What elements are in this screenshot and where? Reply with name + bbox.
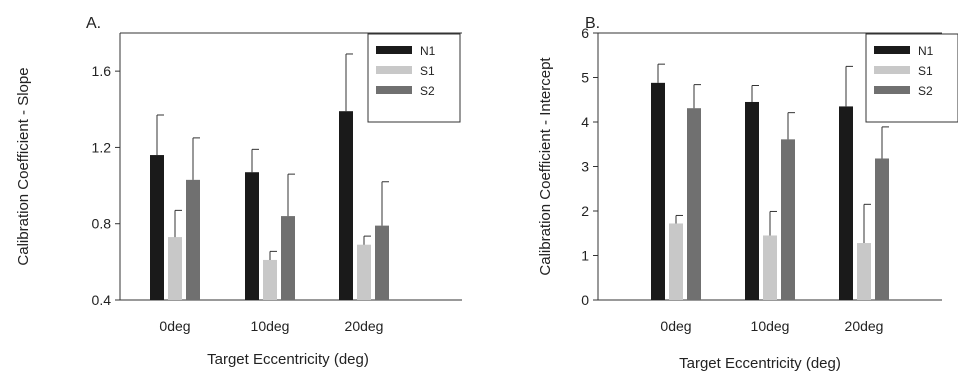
bar-s2 [875,158,889,300]
bar-s2 [186,179,200,300]
panel-label: A. [86,15,101,32]
bar-s2 [781,139,795,300]
bar-n1 [651,82,665,300]
bar-s1 [857,243,871,300]
bar-n1 [839,106,853,300]
legend-swatch-s1 [376,66,412,74]
legend-label: N1 [420,44,436,58]
bar-s1 [263,259,277,300]
bar-s1 [763,235,777,300]
legend-label: S1 [918,64,933,78]
y-tick-label: 5 [581,70,589,86]
x-tick-label: 0deg [159,318,190,334]
y-tick-label: 0.8 [92,216,112,232]
y-tick-label: 1.6 [92,63,112,79]
chart-panel-b: B. 0 1 2 3 4 5 6 Calibration Coefficient - Inter… [537,15,958,372]
y-tick-label: 0.4 [92,292,112,308]
y-tick-label: 1 [581,248,589,264]
y-tick-label: 0 [581,292,589,308]
bar-n1 [339,111,353,300]
panel-label: B. [585,15,600,32]
legend-label: S2 [420,84,435,98]
x-tick-label: 20deg [845,318,884,334]
y-tick-label: 2 [581,203,589,219]
legend-swatch-n1 [874,46,910,54]
legend-label: S2 [918,84,933,98]
legend-swatch-s2 [874,86,910,94]
bar-s2 [281,216,295,300]
x-tick-label: 20deg [345,318,384,334]
bar-s2 [687,108,701,300]
legend-swatch-s2 [376,86,412,94]
chart-panel-a: A. 0.4 0.8 1.2 1.6 Calibration Coefficient - … [15,15,462,368]
legend-label: N1 [918,44,934,58]
y-axis-label: Calibration Coefficient - Intercept [537,57,554,276]
x-tick-label: 10deg [751,318,790,334]
x-tick-label: 0deg [660,318,691,334]
bar-n1 [745,101,759,300]
legend-label: S1 [420,64,435,78]
bar-s2 [375,225,389,300]
y-tick-label: 6 [581,25,589,41]
bar-s1 [168,237,182,300]
legend-swatch-s1 [874,66,910,74]
y-tick-label: 3 [581,159,589,175]
legend-swatch-n1 [376,46,412,54]
x-axis-label: Target Eccentricity (deg) [207,351,369,368]
bar-n1 [245,172,259,300]
x-axis-label: Target Eccentricity (deg) [679,355,841,372]
bar-s1 [669,223,683,300]
x-tick-label: 10deg [251,318,290,334]
bar-s1 [357,244,371,300]
y-tick-label: 1.2 [92,139,112,155]
bar-n1 [150,155,164,300]
y-tick-label: 4 [581,114,589,130]
y-axis-label: Calibration Coefficient - Slope [15,67,32,265]
